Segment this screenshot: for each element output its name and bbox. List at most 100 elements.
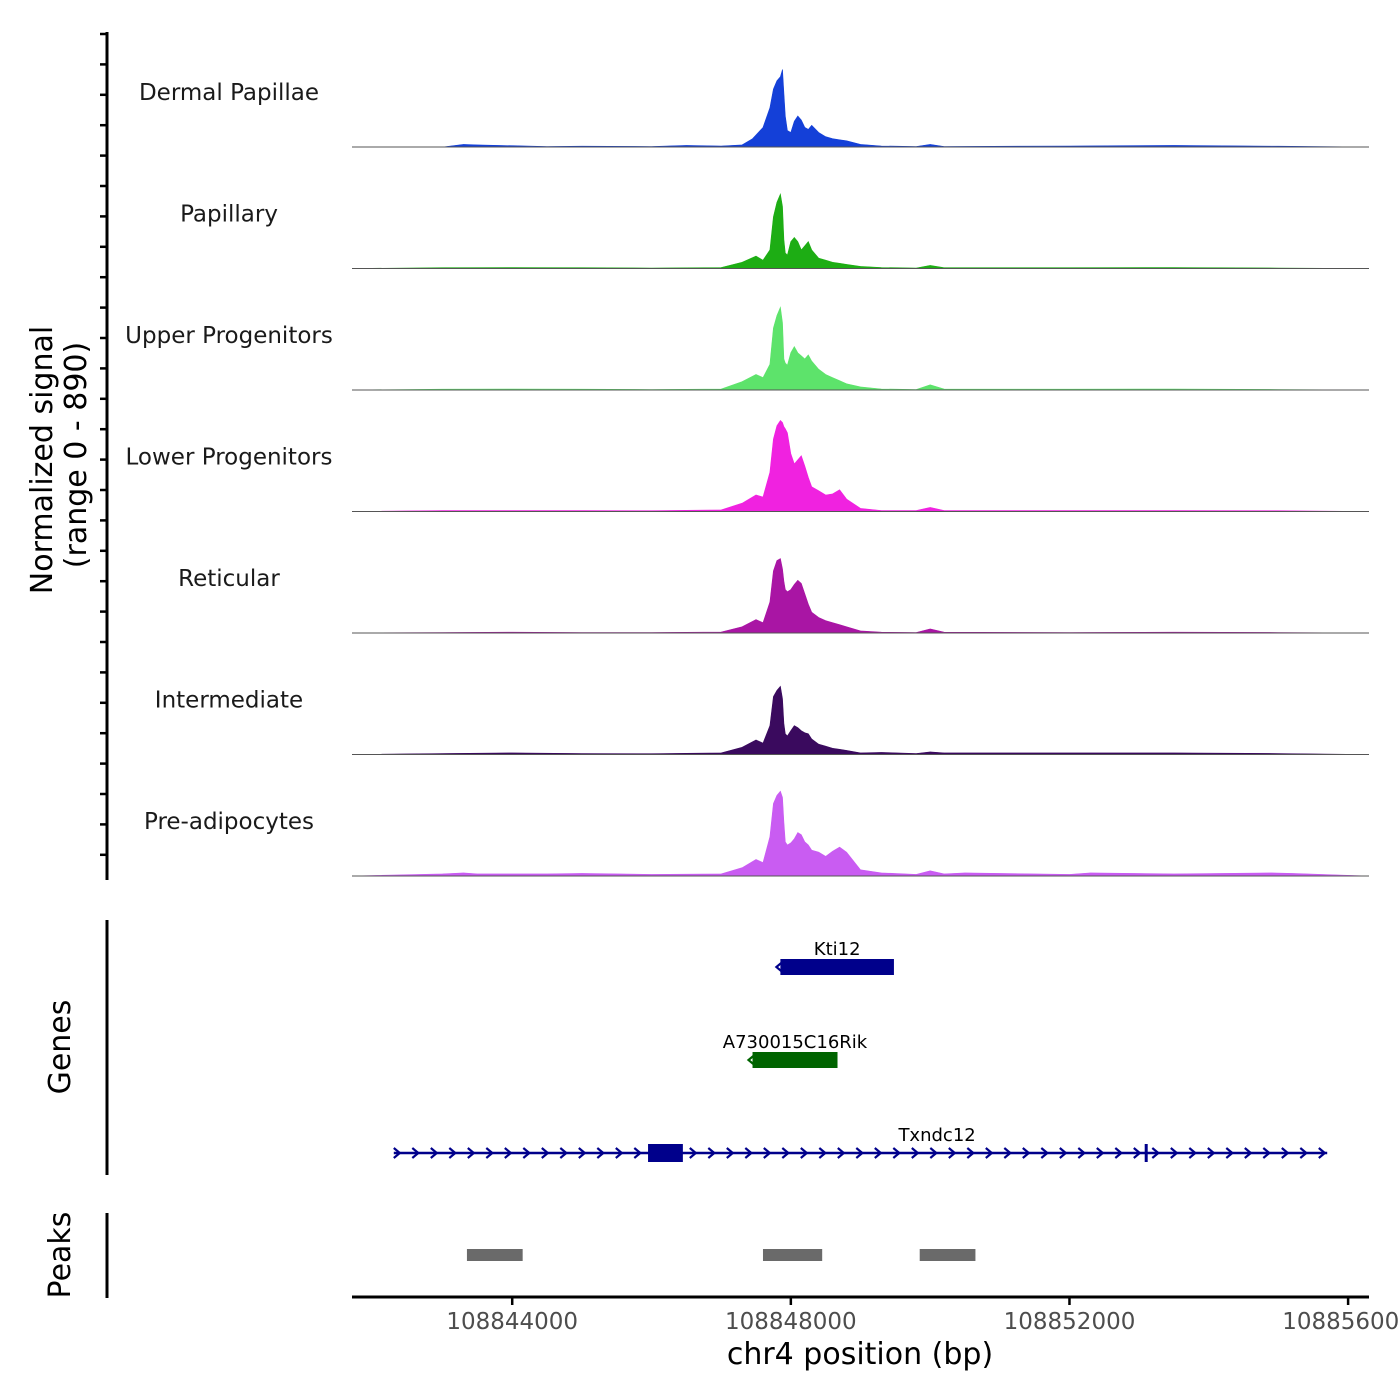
strand-arrow [837, 1147, 846, 1159]
strand-arrow [541, 1147, 550, 1159]
strand-arrow [1207, 1147, 1216, 1159]
track-intermediate: Intermediate [155, 685, 1370, 755]
coverage-axis-ticks [100, 32, 107, 857]
strand-arrow [1133, 1147, 1142, 1159]
track-label: Papillary [180, 202, 278, 228]
strand-arrow [689, 1147, 698, 1159]
track-label: Pre-adipocytes [144, 809, 314, 835]
strand-arrow [633, 1147, 643, 1159]
peaks-panel [466, 1249, 976, 1261]
strand-arrow [1059, 1147, 1068, 1159]
track-reticular: Reticular [178, 558, 1370, 634]
strand-arrow [855, 1147, 865, 1159]
strand-arrow [1040, 1147, 1050, 1159]
coverage-area [351, 558, 1370, 634]
track-label: Upper Progenitors [125, 323, 333, 349]
strand-arrow [1318, 1147, 1327, 1159]
coverage-area [351, 306, 1370, 391]
gene-kti12: Kti12 [774, 939, 894, 975]
strand-arrow [504, 1147, 513, 1159]
strand-arrow [985, 1147, 994, 1159]
strand-arrow [763, 1147, 772, 1159]
gene-exon [1144, 1144, 1148, 1162]
track-label: Lower Progenitors [126, 445, 333, 471]
strand-arrow [800, 1147, 809, 1159]
coverage-area [351, 193, 1370, 269]
strand-arrow [578, 1147, 587, 1159]
strand-arrow [411, 1147, 421, 1159]
gene-a730015c16rik: A730015C16Rik [723, 1032, 868, 1068]
gene-txndc12: Txndc12 [393, 1125, 1328, 1162]
strand-arrow [929, 1147, 939, 1159]
strand-arrow [744, 1147, 754, 1159]
peak [762, 1249, 823, 1261]
strand-arrow [1299, 1147, 1309, 1159]
gene-exon [648, 1144, 683, 1162]
peak [919, 1249, 976, 1261]
strand-arrow [726, 1147, 735, 1159]
track-label: Intermediate [155, 688, 303, 714]
strand-arrow [522, 1147, 532, 1159]
x-axis-title: chr4 position (bp) [727, 1337, 993, 1372]
coverage-area [351, 790, 1370, 877]
x-tick-label: 108844000 [446, 1309, 578, 1335]
x-tick-label: 108852000 [1004, 1309, 1136, 1335]
strand-arrow [1114, 1147, 1124, 1159]
strand-arrow [1188, 1147, 1198, 1159]
coverage-tracks: Dermal Papillae Papillary Upper Progenitor… [125, 69, 1370, 877]
gene-label: A730015C16Rik [723, 1032, 868, 1053]
track-label: Reticular [178, 566, 280, 592]
gene-body [752, 1052, 838, 1068]
strand-arrow [393, 1147, 402, 1159]
genes-panel: Kti12 A730015C16Rik Txndc12 [393, 939, 1328, 1162]
strand-arrow [874, 1147, 883, 1159]
strand-arrow [781, 1147, 791, 1159]
strand-arrow [948, 1147, 957, 1159]
strand-arrow [818, 1147, 828, 1159]
track-lower-progenitors: Lower Progenitors [126, 420, 1370, 512]
strand-arrow [1262, 1147, 1272, 1159]
x-axis-ticks: 108844000 108848000 108852000 108856000 [446, 1297, 1400, 1335]
gene-body [780, 959, 894, 975]
strand-arrow [485, 1147, 495, 1159]
strand-arrow [430, 1147, 439, 1159]
track-pre-adipocytes: Pre-adipocytes [144, 790, 1370, 877]
strand-arrow [1151, 1147, 1161, 1159]
strand-arrow [1003, 1147, 1013, 1159]
coverage-area [352, 69, 1370, 148]
strand-arrow [559, 1147, 569, 1159]
strand-arrow [1022, 1147, 1031, 1159]
strand-arrow [1225, 1147, 1235, 1159]
coverage-area [351, 685, 1370, 755]
coverage-area [351, 420, 1370, 512]
peak [466, 1249, 523, 1261]
strand-arrow [911, 1147, 920, 1159]
x-tick-label: 108848000 [725, 1309, 857, 1335]
strand-arrow [1077, 1147, 1087, 1159]
x-tick-label: 108856000 [1282, 1309, 1400, 1335]
strand-arrow [615, 1147, 624, 1159]
strand-arrow [448, 1147, 458, 1159]
strand-arrow [1096, 1147, 1105, 1159]
peaks-panel-label: Peaks [43, 1212, 78, 1299]
strand-arrow [1170, 1147, 1179, 1159]
strand-arrow [596, 1147, 606, 1159]
strand-arrow [892, 1147, 902, 1159]
strand-arrow [1281, 1147, 1290, 1159]
strand-arrow [1244, 1147, 1253, 1159]
y-axis-range: (range 0 - 890) [59, 342, 94, 568]
strand-arrow [774, 961, 784, 973]
track-dermal-papillae: Dermal Papillae [139, 69, 1370, 148]
track-label: Dermal Papillae [139, 80, 319, 106]
track-upper-progenitors: Upper Progenitors [125, 306, 1370, 391]
gene-label: Txndc12 [897, 1125, 975, 1146]
strand-arrow [707, 1147, 717, 1159]
track-papillary: Papillary [180, 193, 1370, 269]
strand-arrow [467, 1147, 476, 1159]
y-axis-title: Normalized signal [25, 326, 60, 594]
gene-label: Kti12 [814, 939, 861, 960]
strand-arrow [746, 1054, 756, 1066]
genes-panel-label: Genes [43, 1000, 78, 1095]
strand-arrow [966, 1147, 976, 1159]
